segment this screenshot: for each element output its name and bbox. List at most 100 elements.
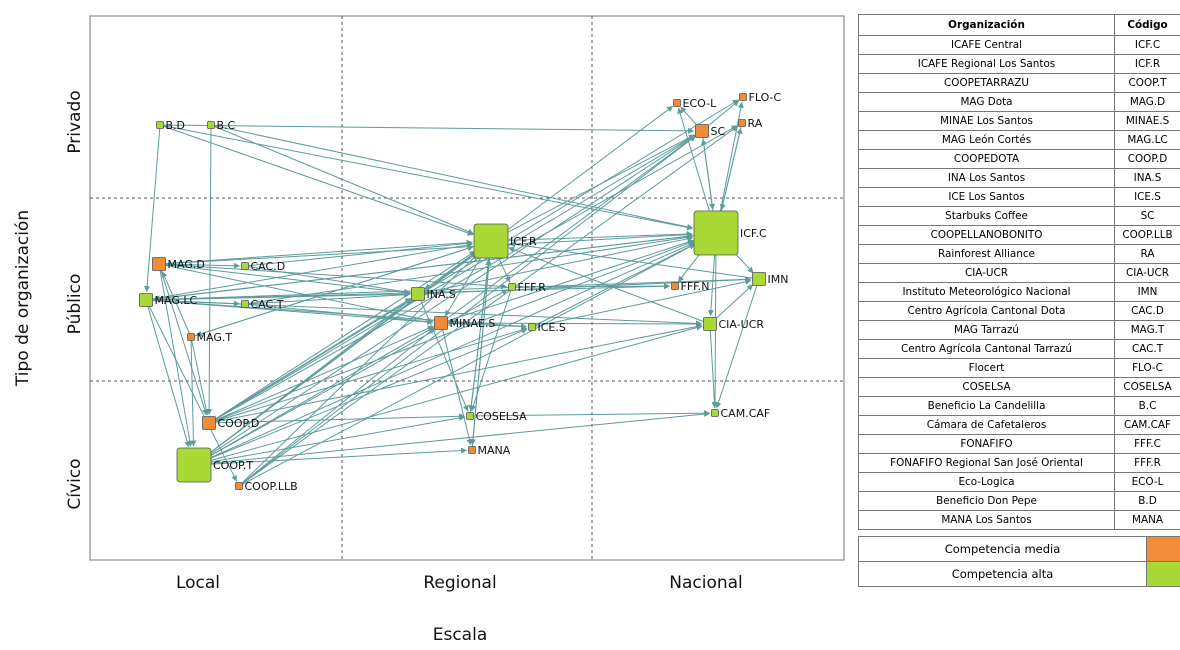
table-header-row: Organización Código — [858, 14, 1180, 36]
node-layer: B.D B.C MAG.D CAC.D MAG.LC CAC.T MAG.T COOP.D CO… — [139, 91, 788, 493]
organization-code: RA — [1114, 244, 1180, 264]
edge-arrow — [208, 325, 434, 424]
organization-code: COOP.LLB — [1114, 225, 1180, 245]
table-row: COOPELLANOBONITO COOP.LLB — [858, 225, 1180, 245]
node-mag-d: MAG.D — [152, 257, 205, 271]
organization-name: Centro Agrícola Cantonal Dota — [858, 301, 1115, 321]
edge-arrow — [158, 231, 693, 265]
edge-arrow — [719, 122, 743, 211]
table-row: COSELSA COSELSA — [858, 377, 1180, 397]
organization-code: MINAE.S — [1114, 111, 1180, 131]
edge-arrow — [145, 242, 473, 301]
edge-arrow — [153, 232, 717, 302]
organization-name: Eco-Logica — [858, 472, 1115, 492]
organization-code: COSELSA — [1114, 377, 1180, 397]
organization-code: INA.S — [1114, 168, 1180, 188]
edge-arrow — [145, 299, 191, 448]
node-marker — [434, 316, 448, 330]
node-mana: MANA — [468, 444, 511, 457]
edge-arrow — [159, 124, 694, 231]
organization-name: MAG León Cortés — [858, 130, 1115, 150]
edge-arrow — [208, 327, 528, 424]
edge-arrow — [145, 299, 703, 327]
organization-code: MAG.LC — [1114, 130, 1180, 150]
node-label: B.D — [166, 119, 186, 132]
node-fff-n: FFF.N — [671, 280, 710, 293]
edge-arrow — [190, 336, 197, 447]
organization-name: ICE Los Santos — [858, 187, 1115, 207]
x-category-nacional: Nacional — [669, 573, 743, 593]
edge-arrow — [469, 410, 711, 417]
edge-arrow — [244, 240, 473, 267]
edge-arrow — [238, 243, 696, 487]
organization-name: ICAFE Central — [858, 35, 1115, 55]
edge-arrow — [469, 259, 492, 417]
table-row: Eco-Logica ECO-L — [858, 472, 1180, 492]
table-row: MAG Tarrazú MAG.T — [858, 320, 1180, 340]
node-marker — [693, 210, 739, 256]
node-marker — [673, 99, 681, 107]
node-label: FLO-C — [749, 91, 782, 104]
edge-arrow — [158, 262, 241, 269]
edge-arrow — [193, 105, 674, 466]
edge-arrow — [244, 291, 411, 305]
node-icf-r: ICF.R — [473, 223, 537, 259]
table-body: ICAFE Central ICF.C ICAFE Regional Los San… — [858, 35, 1180, 530]
x-category-local: Local — [176, 573, 220, 593]
table-row: Cámara de Cafetaleros CAM.CAF — [858, 415, 1180, 435]
node-label: SC — [711, 125, 726, 138]
table-row: Centro Agrícola Cantonal Tarrazú CAC.T — [858, 339, 1180, 359]
node-marker — [241, 262, 249, 270]
edge-arrow — [208, 323, 703, 424]
edge-arrow — [208, 250, 476, 424]
edge-arrow — [244, 265, 411, 295]
node-cac-t: CAC.T — [241, 298, 284, 311]
edge-arrow — [490, 231, 693, 242]
table-row: Beneficio La Candelilla B.C — [858, 396, 1180, 416]
node-label: B.C — [217, 119, 236, 132]
edge-arrow — [508, 246, 711, 325]
node-label: FFF.N — [681, 280, 710, 293]
organization-name: COOPETARRAZU — [858, 73, 1115, 93]
table-row: Instituto Meteorológico Nacional IMN — [858, 282, 1180, 302]
node-label: CIA-UCR — [719, 318, 765, 331]
edge-arrow — [190, 336, 210, 416]
y-axis-title: Tipo de organización — [13, 210, 33, 387]
node-fff-r: FFF.R — [508, 281, 546, 294]
edge-arrow — [511, 283, 671, 290]
organization-code: COOP.T — [1114, 73, 1180, 93]
node-minae-s: MINAE.S — [434, 316, 495, 330]
node-marker — [671, 282, 679, 290]
node-label: COSELSA — [476, 410, 528, 423]
edge-arrow — [193, 326, 435, 466]
node-imn: IMN — [752, 272, 788, 286]
organization-code: COOP.D — [1114, 149, 1180, 169]
edge-arrow — [440, 320, 703, 327]
edge-arrow — [709, 323, 718, 409]
edge-arrow — [244, 234, 693, 305]
organization-code: SC — [1114, 206, 1180, 226]
node-icf-c: ICF.C — [693, 210, 767, 256]
node-cia-ucr: CIA-UCR — [703, 317, 765, 331]
node-label: INA.S — [427, 288, 456, 301]
node-marker — [139, 293, 153, 307]
edge-arrow — [145, 276, 752, 301]
node-marker — [156, 121, 164, 129]
competence-legend: Competencia media Competencia alta — [858, 536, 1180, 587]
table-row: Starbuks Coffee SC — [858, 206, 1180, 226]
node-marker — [202, 416, 216, 430]
edge-arrow — [701, 130, 715, 210]
edge-arrow — [531, 278, 752, 328]
organization-name: Centro Agrícola Cantonal Tarrazú — [858, 339, 1115, 359]
edge-arrow — [158, 239, 473, 265]
node-marker — [187, 333, 195, 341]
edge-arrow — [193, 447, 468, 466]
edge-arrow — [210, 124, 475, 235]
edge-arrow — [709, 284, 754, 325]
organization-name: Instituto Meteorológico Nacional — [858, 282, 1115, 302]
organization-code: FFF.C — [1114, 434, 1180, 454]
legend-label-media: Competencia media — [858, 536, 1147, 562]
node-b-c: B.C — [207, 119, 236, 132]
node-label: CAM.CAF — [721, 407, 771, 420]
edge-arrow — [509, 241, 760, 280]
